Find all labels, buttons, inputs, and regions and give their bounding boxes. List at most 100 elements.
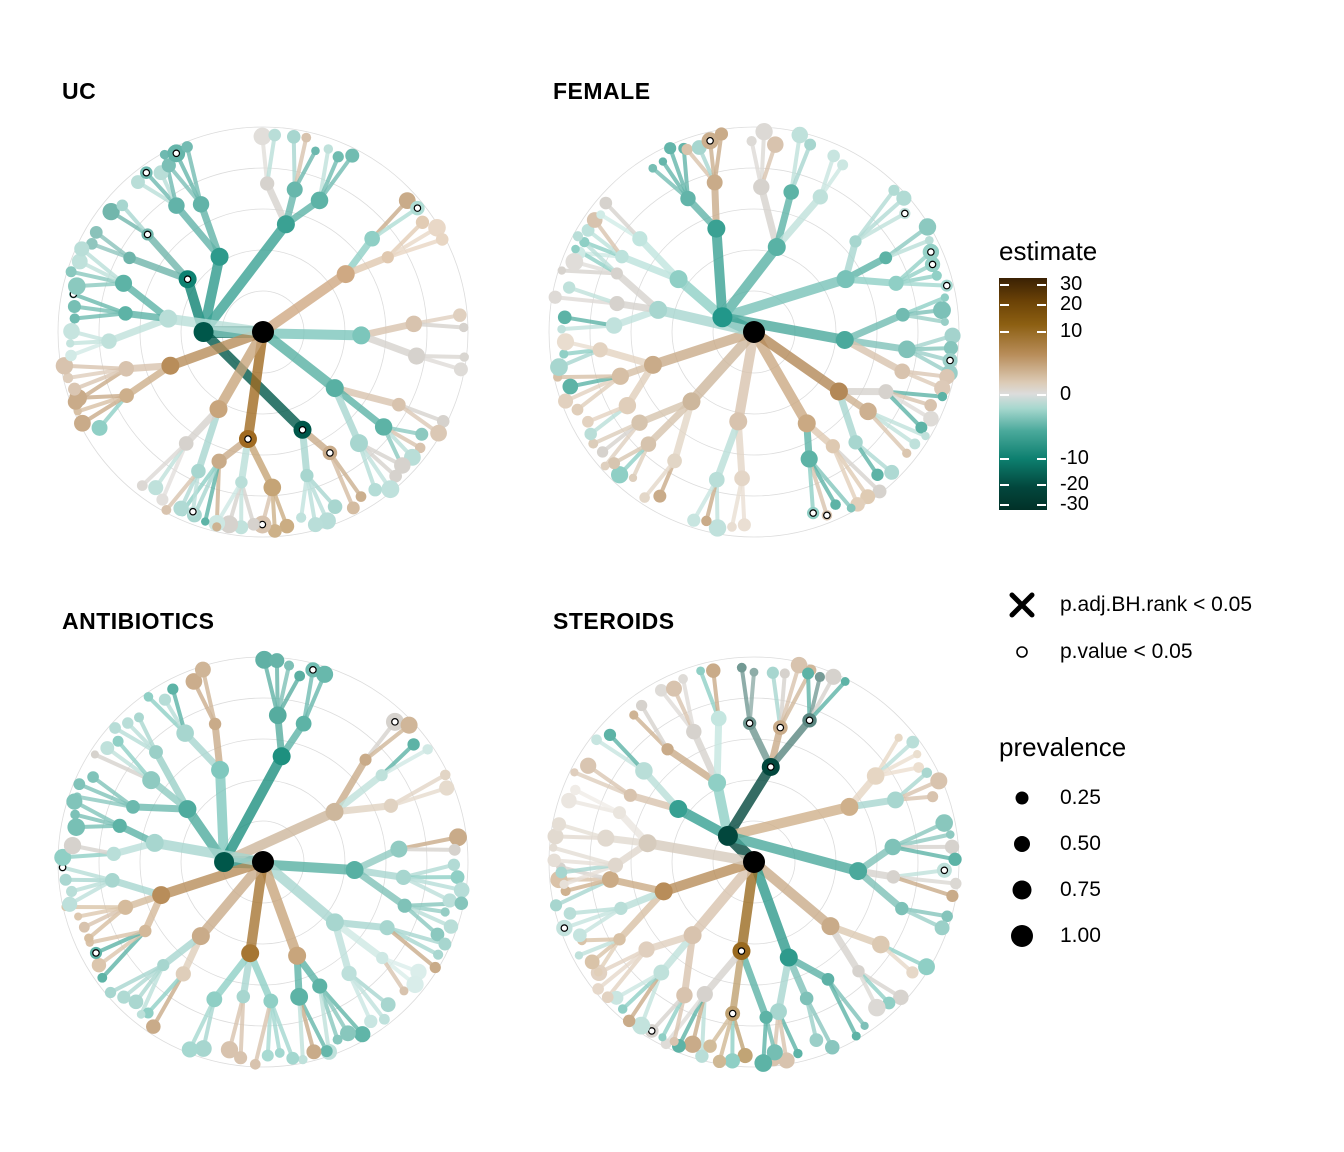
tree-node [345,148,360,163]
tree-node [381,251,394,264]
tree-node [296,512,307,523]
tree-node [274,1047,285,1058]
tree-node [276,215,295,234]
tree-node [341,965,357,982]
tree-edge [894,281,949,288]
tree-node [161,505,172,515]
tree-edge [77,782,136,809]
tree-node [584,427,597,441]
tree-node [610,267,623,280]
tree-edge [866,409,909,456]
tree-edge [841,311,907,344]
tree-node [734,470,750,487]
tree-edge [668,146,690,201]
tree-edge [265,133,277,186]
tree-node [580,757,597,774]
tree-node [55,357,74,375]
tree-node [300,468,314,483]
tree-edge [180,459,222,514]
tree-node [211,453,227,469]
tree-node [364,230,380,247]
tree-edge [385,925,438,970]
tree-node [727,522,737,532]
significance-marker [391,718,399,726]
tree-edge [713,715,723,787]
tree-node [109,722,121,734]
tree-edge [555,374,623,380]
tree-node [185,673,203,690]
tree-edge [575,374,623,412]
tree-node [191,463,206,479]
tree-node [268,706,287,725]
tree-edge [825,977,867,1028]
tree-node [556,333,575,351]
tree-node [611,367,630,385]
tree-node [71,253,88,270]
tree-node [415,427,429,441]
tree-node [809,1033,824,1047]
tree-node [399,986,409,996]
tree-node [793,1048,803,1059]
tree-node [364,1014,378,1029]
tree-node [383,798,398,813]
tree-edge [396,847,457,852]
tree-node [628,473,638,483]
tree-edge [185,144,204,207]
significance-marker [940,866,949,875]
tree-edge [606,876,668,895]
tree-node [924,398,937,412]
tree-node [547,828,564,845]
tree-node [459,322,469,333]
tree-node [352,326,371,345]
significance-marker [809,509,817,517]
tree-node [175,966,191,982]
tree-node [686,723,702,740]
tree-node [593,967,603,977]
tree-edge [734,417,746,482]
tree-edge [166,163,204,207]
tree-node [355,491,367,502]
tree-node [192,196,210,213]
tree-node [310,191,329,210]
tree-node [596,446,609,458]
tree-node [279,518,295,534]
tree-edge [603,201,642,241]
tree-node [830,499,841,510]
tree-node [54,848,72,866]
tree-edge [770,670,783,730]
tree-node [454,896,469,911]
tree-node [940,317,949,326]
tree-node [117,990,131,1004]
tree-edge [830,444,882,494]
tree-node [208,717,222,731]
tree-node [571,403,584,416]
tree-node [653,489,667,503]
tree-node [729,412,748,431]
tree-node [600,461,610,471]
tree-edge [401,875,452,903]
tree-node [736,662,747,673]
tree-node [638,834,657,853]
tree-edge [711,668,721,721]
tree-edge [72,799,122,828]
tree-node [268,128,282,142]
tree-edge [80,393,129,426]
tree-edge [75,794,136,809]
significance-marker [928,260,937,269]
tree-node [167,683,179,695]
tree-edge [749,857,794,963]
tree-edge [401,862,456,880]
tree-node [84,933,94,943]
tree-edge [891,874,958,886]
significance-marker [298,425,307,434]
tree-node [133,712,145,723]
tree-node [395,869,412,885]
tree-node [118,306,133,321]
tree-edge [841,336,906,375]
tree-edge [301,667,315,726]
tree-node [937,391,948,402]
tree-edge [165,327,268,371]
tree-edge [591,420,642,446]
panel-title-female: FEMALE [553,78,651,104]
tree-node [316,665,334,683]
